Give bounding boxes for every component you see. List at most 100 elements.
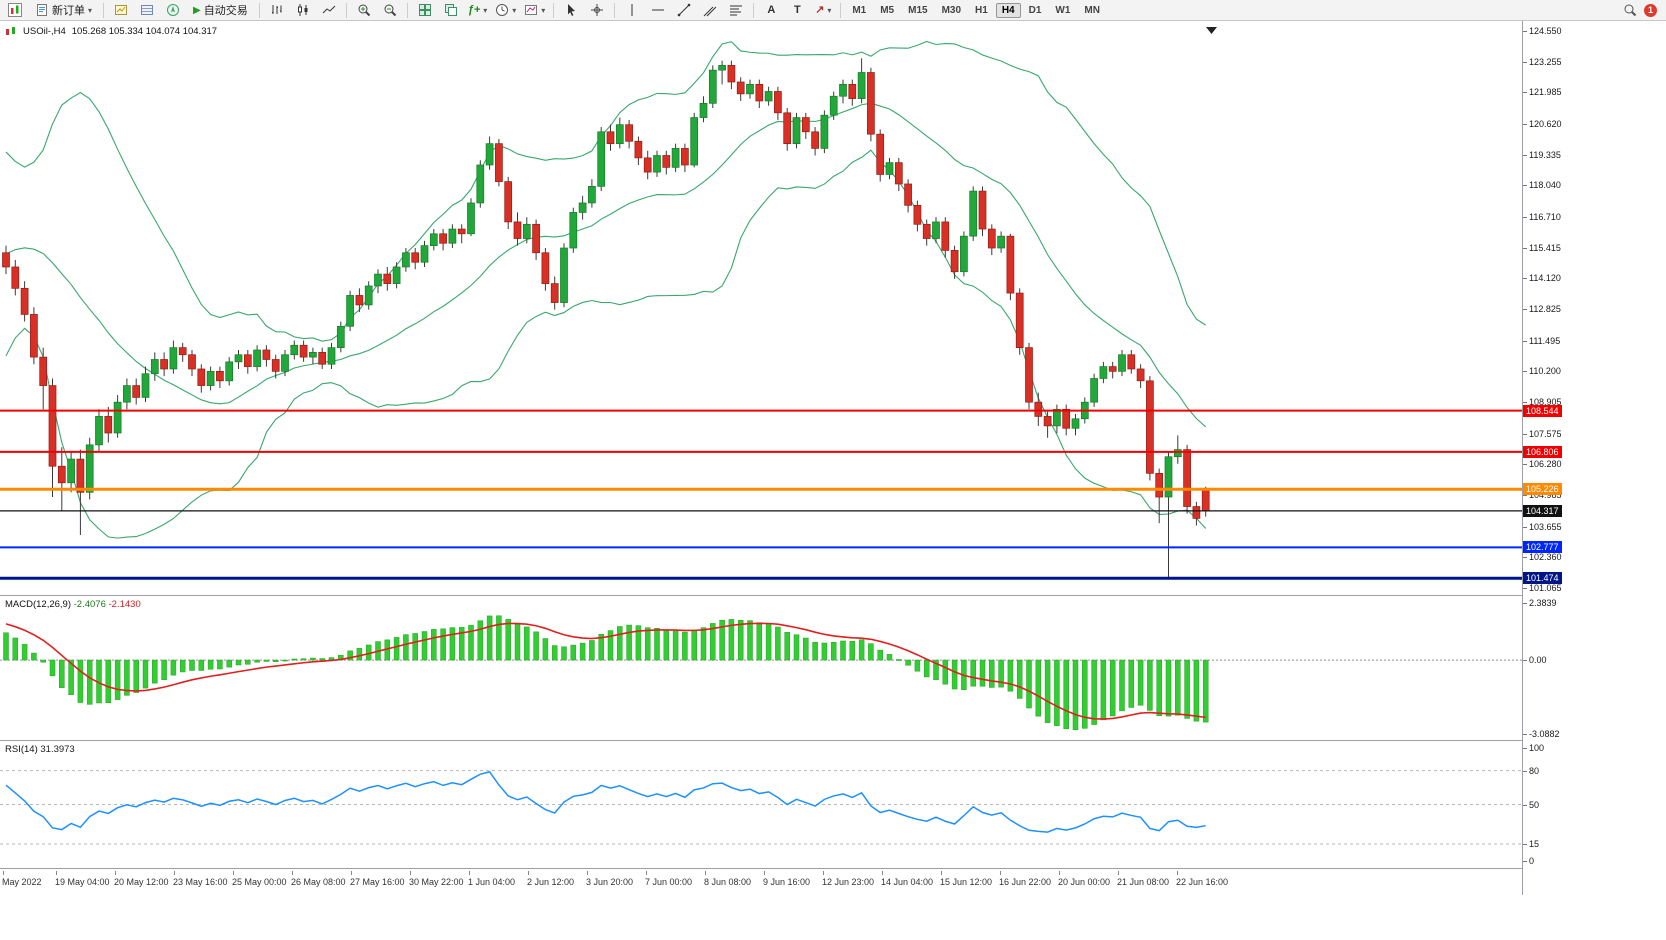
price-axis-label: 101.065 [1523, 583, 1562, 593]
line-chart-icon [322, 5, 336, 14]
toolbar-separator [345, 2, 347, 18]
channel-icon [703, 6, 717, 17]
macd-pane-canvas[interactable] [0, 595, 1522, 740]
arrows-icon: ↗ [815, 3, 825, 16]
time-axis[interactable]: May 2022 19 May 04:00 20 May 12:00 23 May 1… [0, 869, 1522, 895]
tile-windows-button[interactable] [413, 0, 437, 20]
timeframe-button-w1[interactable]: W1 [1055, 4, 1071, 16]
rsi-label: RSI(14) 31.3973 [5, 744, 75, 755]
trendline-icon [678, 3, 691, 17]
time-axis-label: 20 May 12:00 [114, 871, 169, 887]
rsi-value: 31.3973 [40, 744, 75, 755]
time-axis-label: 3 Jun 20:00 [586, 871, 634, 887]
new-order-label: 新订单 [52, 5, 85, 17]
chart-symbol-period: USOil-,H4 [23, 25, 66, 37]
notification-badge[interactable]: 1 [1644, 3, 1657, 17]
time-axis-label: 22 Jun 16:00 [1176, 871, 1229, 887]
data-window-button[interactable] [135, 0, 159, 20]
toolbar-separator [840, 2, 842, 18]
market-watch-button[interactable] [109, 0, 133, 20]
rsi-axis-label: 100 [1522, 743, 1545, 753]
arrows-button[interactable]: ↗ ▾ [811, 0, 835, 20]
pane-divider [0, 868, 1666, 869]
time-axis-label: 27 May 16:00 [350, 871, 405, 887]
timeframe-button-m5[interactable]: M5 [880, 4, 895, 16]
price-level-tag: 102.777 [1523, 541, 1562, 554]
candlestick-chart-icon [297, 4, 308, 16]
text-icon: A [767, 3, 776, 16]
templates-button[interactable]: ▾ [521, 0, 548, 20]
rsi-axis-label: 50 [1522, 799, 1540, 810]
toolbar-separator [258, 2, 260, 18]
text-button[interactable]: A [759, 0, 783, 20]
fibonacci-button[interactable] [724, 0, 748, 20]
caret-down-icon: ▾ [483, 5, 488, 15]
caret-down-icon: ▾ [88, 5, 93, 15]
vertical-line-button[interactable] [620, 0, 644, 20]
time-axis-label: 14 Jun 04:00 [881, 871, 934, 887]
template-icon [525, 5, 538, 15]
bar-chart-icon [271, 5, 282, 14]
trendline-button[interactable] [672, 0, 696, 20]
price-chart-canvas[interactable] [0, 21, 1522, 595]
toolbar-separator [406, 2, 408, 18]
price-level-tag: 101.474 [1523, 572, 1562, 585]
periods-button[interactable]: ▾ [492, 0, 519, 20]
price-level-tag: 105.226 [1523, 483, 1562, 496]
price-level-tag: 104.317 [1523, 504, 1562, 517]
timeframe-button-m1[interactable]: M1 [852, 4, 867, 16]
chart-line-button[interactable] [317, 0, 341, 20]
zoom-in-icon [358, 4, 370, 17]
price-axis-label: 115.415 [1523, 242, 1561, 253]
timeframe-button-h1[interactable]: H1 [975, 4, 988, 16]
timeframe-button-m15[interactable]: M15 [908, 4, 928, 16]
toolbar-separator [553, 2, 555, 18]
time-axis-label: May 2022 [2, 871, 42, 887]
time-axis-label: 12 Jun 23:00 [822, 871, 875, 887]
timeframe-button-mn[interactable]: MN [1084, 4, 1100, 16]
search-icon[interactable] [1623, 3, 1637, 17]
new-order-button[interactable]: 新订单 ▾ [29, 0, 98, 20]
price-axis-label: 123.255 [1523, 56, 1562, 67]
chart-window-button[interactable] [3, 0, 27, 20]
price-axis-label: 112.825 [1523, 304, 1561, 315]
horizontal-line-button[interactable] [646, 0, 670, 20]
horizontal-line-icon [652, 9, 665, 11]
indicators-button[interactable]: ƒ+ ▾ [465, 0, 491, 20]
channel-button[interactable] [698, 0, 722, 20]
zoom-out-button[interactable] [378, 0, 402, 20]
chart-candles-button[interactable] [291, 0, 315, 20]
timeframe-button-h4[interactable]: H4 [995, 2, 1021, 18]
timeframe-button-d1[interactable]: D1 [1028, 4, 1042, 16]
price-axis-label: 110.200 [1523, 366, 1561, 377]
pane-divider[interactable] [0, 595, 1666, 596]
timeframe-button-m30[interactable]: M30 [941, 4, 962, 16]
zoom-in-button[interactable] [352, 0, 376, 20]
rsi-axis-label: 0 [1522, 856, 1535, 866]
text-label-button[interactable]: T [785, 0, 809, 20]
price-axis[interactable]: 124.550 123.255 121.985 120.620 119.335 118.0… [1522, 21, 1666, 895]
vertical-line-icon [631, 4, 633, 16]
auto-trading-button[interactable]: ▶ 自动交易 [187, 0, 254, 20]
price-axis-label: 108.905 [1523, 397, 1562, 408]
text-label-icon: T [793, 3, 801, 16]
crosshair-button[interactable] [585, 0, 609, 20]
pane-divider[interactable] [0, 740, 1666, 741]
new-order-icon [37, 4, 47, 16]
chart-ohlc-values: 105.268 105.334 104.074 104.317 [71, 25, 218, 37]
cascade-windows-button[interactable] [439, 0, 463, 20]
data-window-icon [141, 5, 154, 15]
toolbar-separator [103, 2, 105, 18]
navigator-button[interactable] [161, 0, 185, 20]
navigator-icon [167, 4, 180, 16]
chart-bars-button[interactable] [265, 0, 289, 20]
price-axis-label: 124.550 [1523, 26, 1562, 36]
rsi-pane-canvas[interactable] [0, 740, 1522, 868]
crosshair-icon [591, 4, 604, 16]
macd-signal-value: -2.1430 [108, 599, 141, 610]
time-axis-label: 26 May 08:00 [291, 871, 346, 887]
cursor-button[interactable] [559, 0, 583, 20]
cascade-windows-icon [444, 4, 457, 16]
rsi-name: RSI(14) [5, 744, 38, 755]
zoom-out-icon [384, 4, 396, 17]
